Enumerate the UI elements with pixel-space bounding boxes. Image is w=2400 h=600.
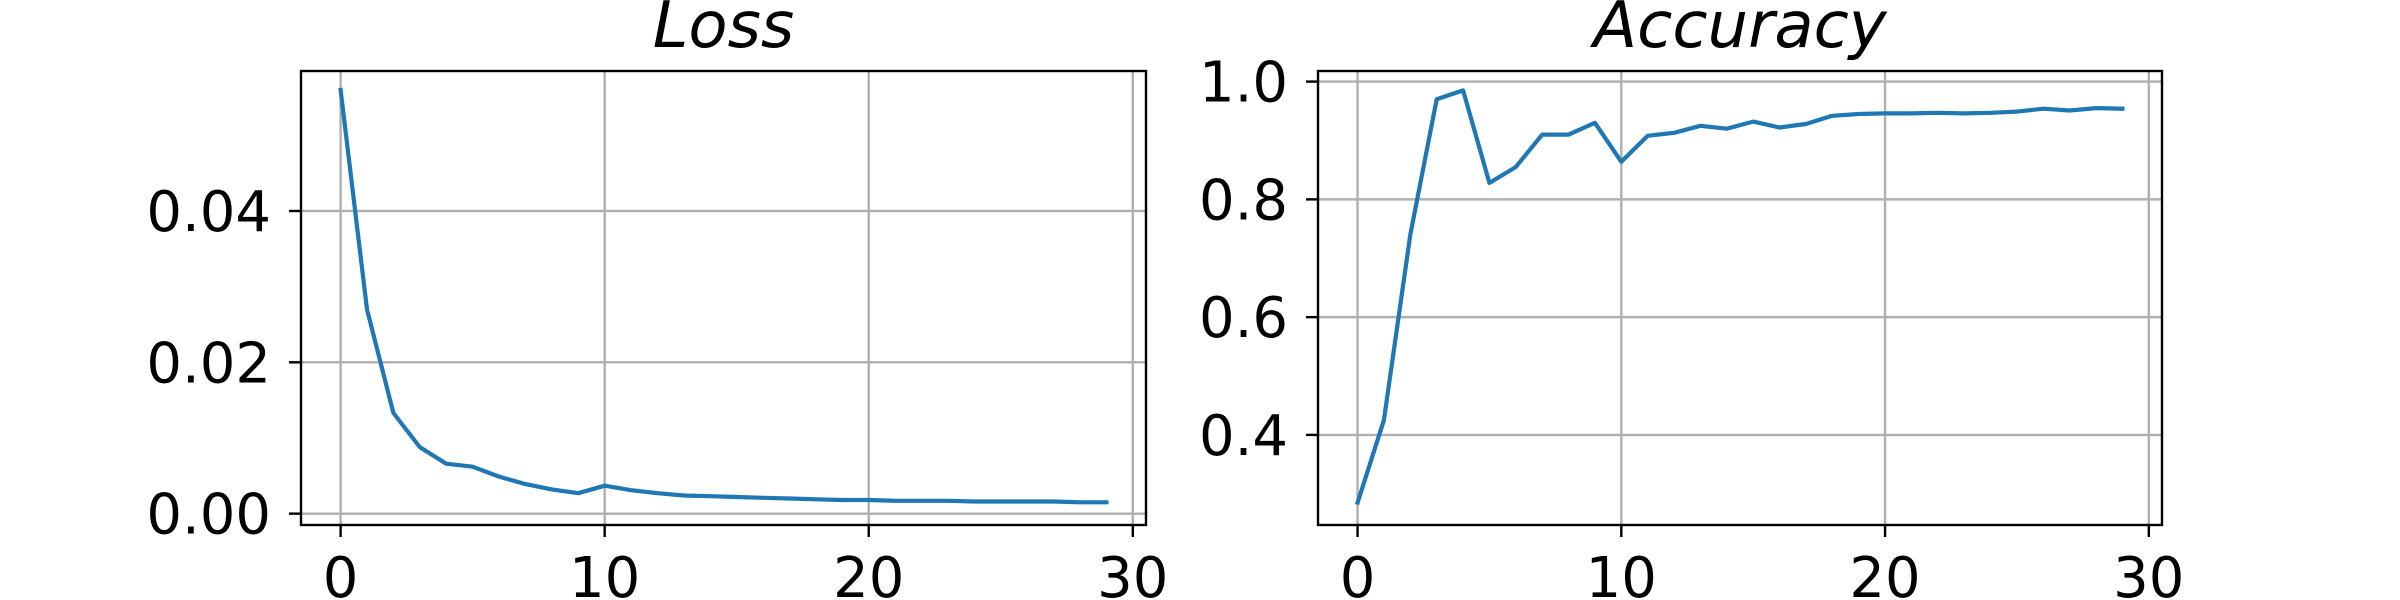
accuracy-chart: 0 10 20 30 0.4 0.6 0.8 1.0 Accuracy [1199,0,2185,600]
accuracy-y-tick-label: 0.6 [1199,286,1288,351]
loss-x-tick-label: 20 [833,546,904,600]
accuracy-y-tick-label: 1.0 [1199,51,1288,116]
loss-plot-frame [299,69,1148,527]
loss-chart-title: Loss [653,0,795,63]
accuracy-x-tick-label: 0 [1340,546,1376,600]
accuracy-y-tick-label: 0.4 [1199,404,1288,469]
loss-series-line [338,87,1109,505]
accuracy-chart-title: Accuracy [1589,0,1887,63]
loss-x-tick-label: 30 [1097,546,1168,600]
accuracy-y-tick-label: 0.8 [1199,168,1288,233]
loss-y-tick-label: 0.02 [146,331,271,396]
loss-y-tick-label: 0.00 [146,483,271,548]
loss-x-tick-label: 10 [569,546,640,600]
accuracy-x-tick-label: 20 [1849,546,1920,600]
accuracy-x-tick-label: 10 [1586,546,1657,600]
accuracy-plot-frame [1316,69,2164,527]
loss-y-tick-label: 0.04 [146,180,271,245]
accuracy-x-tick-label: 30 [2113,546,2184,600]
loss-x-tick-label: 0 [323,546,359,600]
accuracy-series-line [1354,88,2125,506]
loss-chart: 0 10 20 30 0.00 0.02 0.04 Loss [146,0,1168,600]
